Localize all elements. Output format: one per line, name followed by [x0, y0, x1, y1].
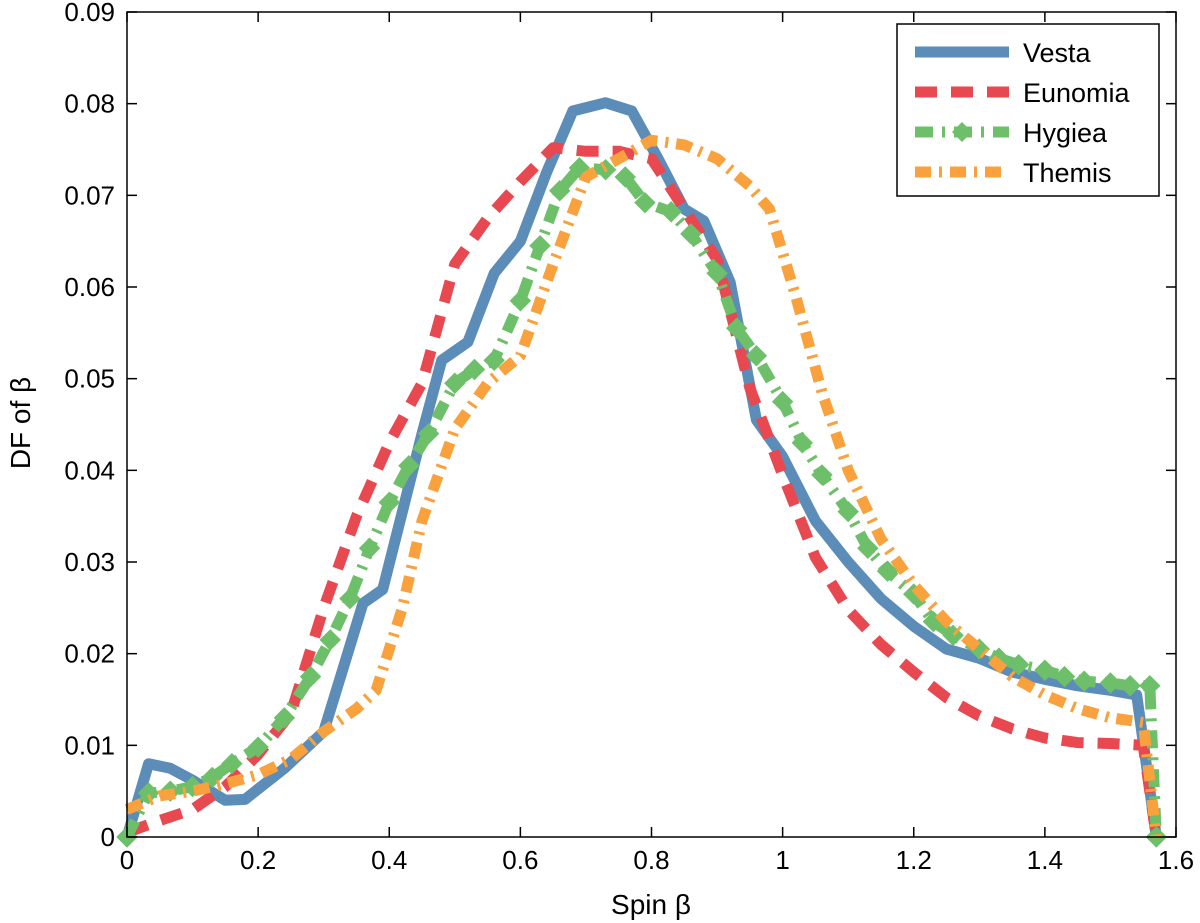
y-tick-label: 0.05: [64, 364, 115, 394]
data-point-hygiea: [299, 665, 322, 688]
y-tick-label: 0: [101, 822, 115, 852]
data-point-hygiea: [339, 587, 361, 610]
x-axis-label: Spin β: [611, 889, 691, 920]
data-point-hygiea: [791, 432, 814, 454]
y-tick-label: 0.02: [64, 639, 115, 669]
legend-label-eunomia: Eunomia: [1023, 78, 1131, 108]
data-point-hygiea: [529, 235, 551, 257]
y-tick-label: 0.07: [64, 180, 115, 210]
y-tick-label: 0.06: [64, 272, 115, 302]
y-tick-label: 0.08: [64, 89, 115, 119]
data-point-hygiea: [417, 422, 440, 445]
data-point-hygiea: [726, 317, 748, 339]
data-point-hygiea: [444, 372, 466, 394]
axes-layer: 0 0.2 0.4 0.6 0.8 1 1.2 1.4 1.6 0 0.01 0.02 0.03 0.04…: [64, 0, 1194, 875]
x-tick-label: 0.4: [371, 845, 407, 875]
x-tick-label: 1.2: [896, 845, 932, 875]
data-point-hygiea: [1053, 665, 1076, 688]
data-point-hygiea: [614, 166, 636, 188]
data-point-hygiea: [221, 752, 243, 775]
x-tick-label: 0.2: [240, 845, 276, 875]
y-tick-label: 0.01: [64, 730, 115, 760]
y-tick-label: 0.09: [64, 0, 115, 27]
legend-marker-hygiea: [952, 122, 972, 142]
series-line-themis: [124, 134, 1162, 838]
data-point-hygiea: [378, 491, 400, 514]
data-point-hygiea: [811, 464, 833, 486]
data-point-hygiea: [1073, 670, 1095, 692]
y-axis-label: DF of β: [5, 377, 36, 469]
data-point-hygiea: [463, 358, 486, 381]
data-point-hygiea: [247, 736, 269, 758]
data-point-hygiea: [1099, 672, 1122, 694]
x-tick-label: 1.6: [1158, 845, 1194, 875]
data-point-hygiea: [1119, 675, 1141, 697]
x-tick-label: 1: [775, 845, 789, 875]
data-point-hygiea: [398, 455, 420, 477]
y-tick-label: 0.04: [64, 455, 115, 485]
series-layer: [116, 97, 1168, 848]
data-point-hygiea: [137, 782, 160, 804]
data-point-hygiea: [358, 537, 381, 559]
data-point-hygiea: [837, 500, 859, 523]
legend-label-themis: Themis: [1023, 158, 1112, 188]
x-tick-label: 0: [120, 845, 134, 875]
data-point-hygiea: [857, 537, 879, 559]
x-tick-label: 0.6: [502, 845, 538, 875]
data-point-hygiea: [634, 191, 656, 214]
series-line-eunomia: [125, 142, 1162, 838]
data-point-hygiea: [1034, 659, 1056, 681]
data-point-hygiea: [273, 707, 296, 729]
x-tick-label: 1.4: [1027, 845, 1063, 875]
data-point-hygiea: [745, 345, 768, 367]
data-point-hygiea: [1007, 653, 1030, 676]
data-point-hygiea: [771, 390, 794, 413]
legend-label-hygiea: Hygiea: [1023, 118, 1108, 148]
data-point-hygiea: [319, 629, 341, 651]
data-point-hygiea: [660, 201, 682, 223]
data-point-hygiea: [680, 223, 702, 245]
data-point-hygiea: [483, 349, 505, 372]
data-point-hygiea: [706, 262, 728, 284]
legend-label-vesta: Vesta: [1023, 38, 1092, 68]
data-point-hygiea: [549, 180, 571, 202]
x-tick-label: 0.8: [633, 845, 669, 875]
data-point-hygiea: [509, 290, 532, 312]
y-tick-label: 0.03: [64, 547, 115, 577]
legend: Vesta Eunomia Hygiea Themis: [896, 23, 1160, 197]
data-point-hygiea: [1139, 675, 1161, 697]
data-point-hygiea: [876, 560, 899, 582]
